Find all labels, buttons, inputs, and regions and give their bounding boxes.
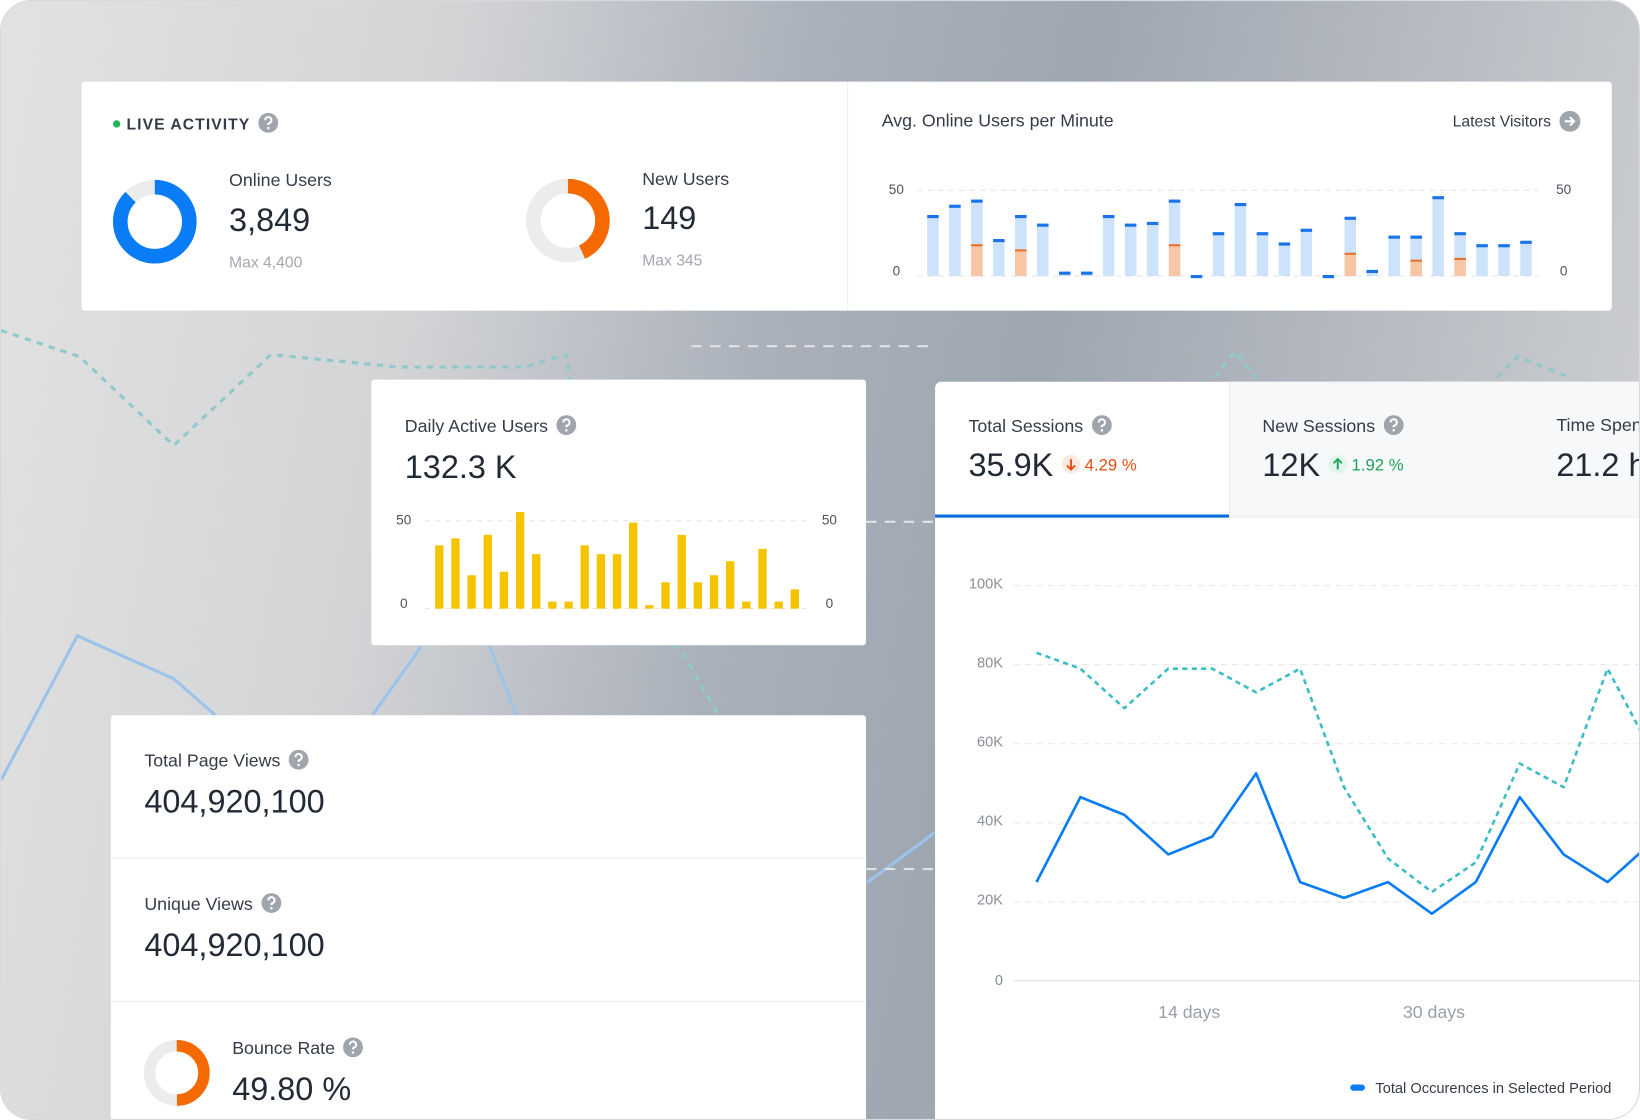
help-glyph [556,415,577,436]
legend-text: Total Occurences in Selected Period [1375,1079,1612,1096]
daily-headline: 132.3 K [404,448,517,486]
title-text: Bounce Rate [232,1038,336,1059]
divider [110,857,867,859]
trend-arrow [1061,454,1081,474]
help-mark [1097,418,1106,428]
online-value: 3,849 [229,201,311,239]
help-glyph [258,112,279,133]
unique-views-value: 404,920,100 [144,926,325,964]
help-mark [562,418,571,428]
tab-title: Total Sessions [969,415,1112,437]
live-label-text: LIVE ACTIVITY [126,116,251,134]
live-dot [112,120,121,128]
help-dot [267,126,270,130]
bounce-value: 49.80 % [232,1070,352,1108]
arrow-icon[interactable] [1559,110,1581,132]
tab-value-text: 35.9K [968,446,1054,484]
new-value: 149 [642,199,697,237]
total-views-value: 404,920,100 [144,783,325,820]
help-icon[interactable] [343,1037,364,1058]
decor-line [488,645,519,716]
tab-title-text: New Sessions [1262,416,1376,437]
trend-arrow [1328,454,1348,474]
help-glyph [1091,415,1112,436]
divider [847,81,849,311]
trend-glyph [1333,457,1343,470]
decor-line [1213,348,1258,379]
tab-value: 35.9K 4.29 % [969,447,1137,485]
tab-change: 4.29 % [1061,454,1137,476]
live-label: LIVE ACTIVITY [112,112,279,134]
total-views-title: Total Page Views [144,749,309,772]
help-dot [269,906,273,910]
help-mark [294,752,303,762]
decor-line [1495,354,1571,379]
link-text[interactable]: Latest Visitors [1452,112,1551,131]
tab-value: 21.2 h [1556,446,1640,485]
tab-inactive[interactable] [1524,381,1639,517]
page-views-card [110,715,867,1119]
sessions-card [935,381,1639,1119]
decor-line [866,831,936,884]
title-text: Unique Views [144,894,253,914]
tab-value-text: 21.2 h [1556,446,1640,484]
help-dot [565,429,568,432]
help-dot [297,763,300,767]
tab-value: 12K 1.92 % [1262,447,1403,485]
help-dot [1100,429,1103,432]
help-icon[interactable] [288,749,309,770]
tab-change: 1.92 % [1328,454,1404,476]
help-mark [349,1040,358,1050]
help-glyph [343,1037,364,1058]
tab-value-text: 12K [1262,446,1321,484]
help-glyph [1383,415,1404,436]
unique-views-title: Unique Views [144,893,281,915]
decor-line [371,645,423,717]
help-dot [352,1051,355,1054]
online-max: Max 4,400 [229,254,303,272]
help-dot [1392,429,1395,432]
divider [110,1000,867,1002]
help-icon[interactable] [556,415,577,436]
help-mark [264,116,273,125]
daily-title-text: Daily Active Users [404,416,549,437]
help-icon[interactable] [1091,415,1112,436]
tab-inactive[interactable] [1228,381,1526,517]
help-mark [1389,418,1398,428]
avg-chart-title: Avg. Online Users per Minute [881,110,1114,131]
help-icon[interactable] [258,112,279,133]
trend-glyph [1066,459,1076,471]
tab-border [935,516,1639,518]
help-icon[interactable] [1383,415,1404,436]
tab-title: New Sessions [1262,415,1404,437]
online-title: Online Users [229,170,332,191]
help-icon[interactable] [261,893,281,913]
tab-title-text: Total Sessions [968,416,1084,437]
new-max: Max 345 [642,252,703,270]
tab-change-text: 4.29 % [1084,456,1137,475]
tab-title-text: Time Spent [1556,415,1640,436]
tab-change-text: 1.92 % [1351,456,1404,475]
line-legend: Total Occurences in Selected Period [1350,1079,1611,1096]
latest-visitors-link[interactable]: Latest Visitors [1452,110,1581,132]
help-mark [266,896,276,906]
tab-active-underline [935,514,1229,518]
live-activity-card [81,81,1612,311]
daily-title: Daily Active Users [405,415,577,437]
legend-swatch [1350,1084,1365,1091]
decor-line [1,633,217,781]
tab-title: Time Spent [1556,415,1640,436]
title-text: Total Page Views [144,750,281,771]
help-glyph [288,749,309,770]
bounce-title: Bounce Rate [232,1037,364,1059]
help-glyph [261,893,281,913]
new-title: New Users [642,169,730,190]
